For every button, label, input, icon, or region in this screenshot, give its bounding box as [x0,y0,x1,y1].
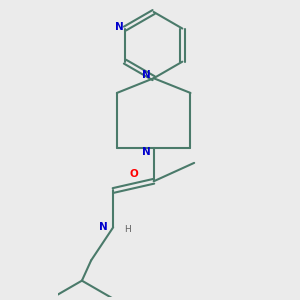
Text: O: O [129,169,138,179]
Text: N: N [99,222,108,232]
Text: N: N [115,22,124,32]
Text: N: N [142,70,151,80]
Text: N: N [142,147,151,157]
Text: H: H [124,225,131,234]
